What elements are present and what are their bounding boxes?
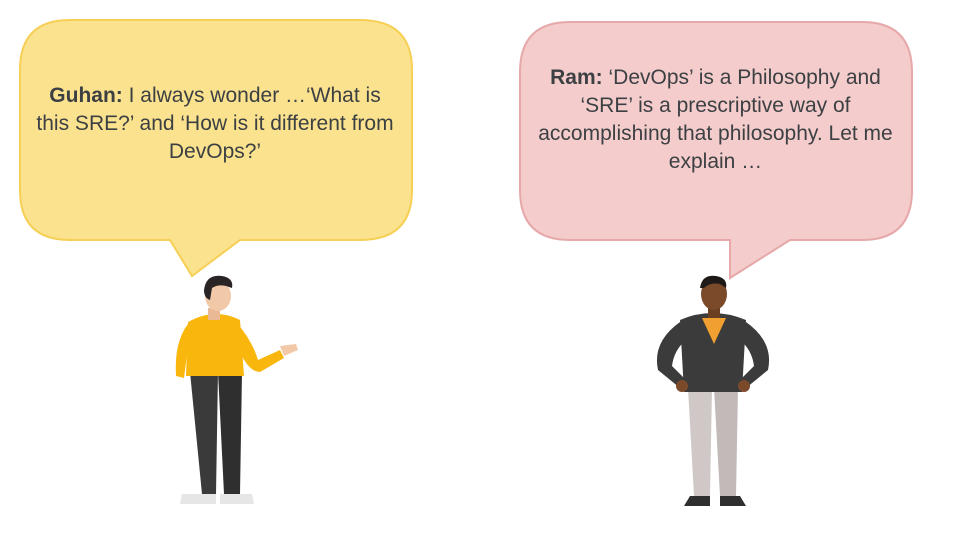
ram-speaker-name: Ram: (550, 66, 603, 89)
guhan-message: I always wonder …‘What is this SRE?’ and… (36, 84, 394, 163)
ram-speech-text: Ram: ‘DevOps’ is a Philosophy and ‘SRE’ … (528, 64, 903, 176)
man-yellow-sweater-pointing-icon (175, 275, 298, 504)
guhan-speech-bubble (19, 19, 413, 278)
guhan-speech-text: Guhan: I always wonder …‘What is this SR… (35, 82, 395, 166)
ram-message: ‘DevOps’ is a Philosophy and ‘SRE’ is a … (538, 66, 893, 173)
guhan-speaker-name: Guhan: (49, 84, 123, 107)
ram-speech-bubble (519, 21, 913, 280)
man-dark-cardigan-hands-on-hips-icon (656, 275, 770, 506)
